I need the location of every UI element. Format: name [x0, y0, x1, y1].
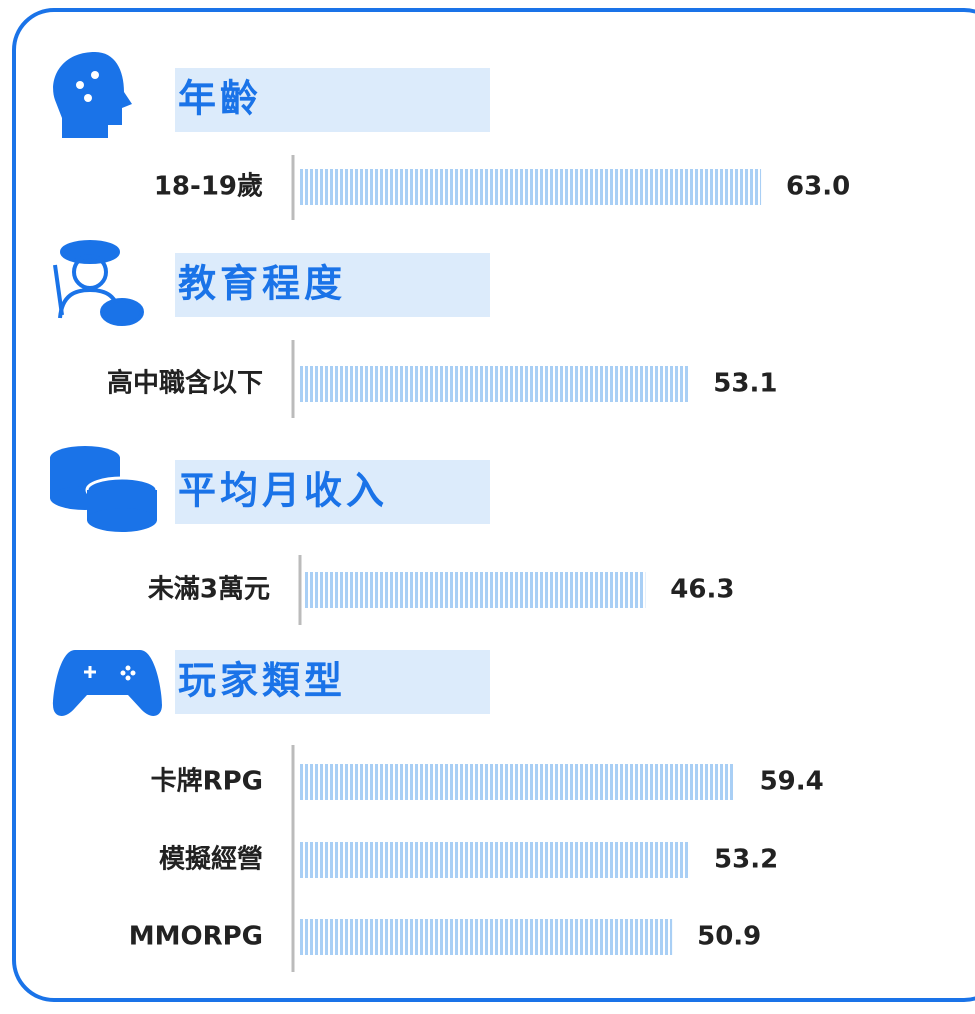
value-label: 53.1	[713, 369, 777, 399]
title-band	[175, 650, 490, 714]
title-band	[175, 253, 490, 317]
value-label: 63.0	[786, 172, 850, 202]
coins-icon	[50, 446, 159, 532]
section-title: 教育程度	[178, 262, 346, 306]
bar	[305, 572, 646, 608]
section-title: 年齡	[178, 77, 262, 121]
section-title: 平均月收入	[178, 469, 388, 513]
value-label: 53.2	[714, 845, 778, 875]
category-label: 卡牌RPG	[151, 766, 263, 797]
value-label: 50.9	[697, 922, 761, 952]
bar	[298, 169, 762, 205]
value-label: 59.4	[760, 767, 824, 797]
category-label: 18-19歲	[154, 172, 263, 202]
bar	[298, 919, 673, 955]
section-title: 玩家類型	[178, 659, 346, 703]
category-label: 高中職含以下	[107, 368, 263, 399]
title-band	[175, 460, 490, 524]
bar	[298, 366, 689, 402]
gamepad-icon	[53, 650, 162, 716]
category-label: MMORPG	[129, 922, 263, 952]
brain-icon	[53, 52, 132, 138]
artist-icon	[53, 240, 144, 326]
value-label: 46.3	[670, 575, 734, 605]
bar	[298, 764, 735, 800]
title-band	[175, 68, 490, 132]
category-label: 未滿3萬元	[148, 575, 270, 605]
category-label: 模擬經營	[159, 844, 263, 875]
bar	[298, 842, 690, 878]
